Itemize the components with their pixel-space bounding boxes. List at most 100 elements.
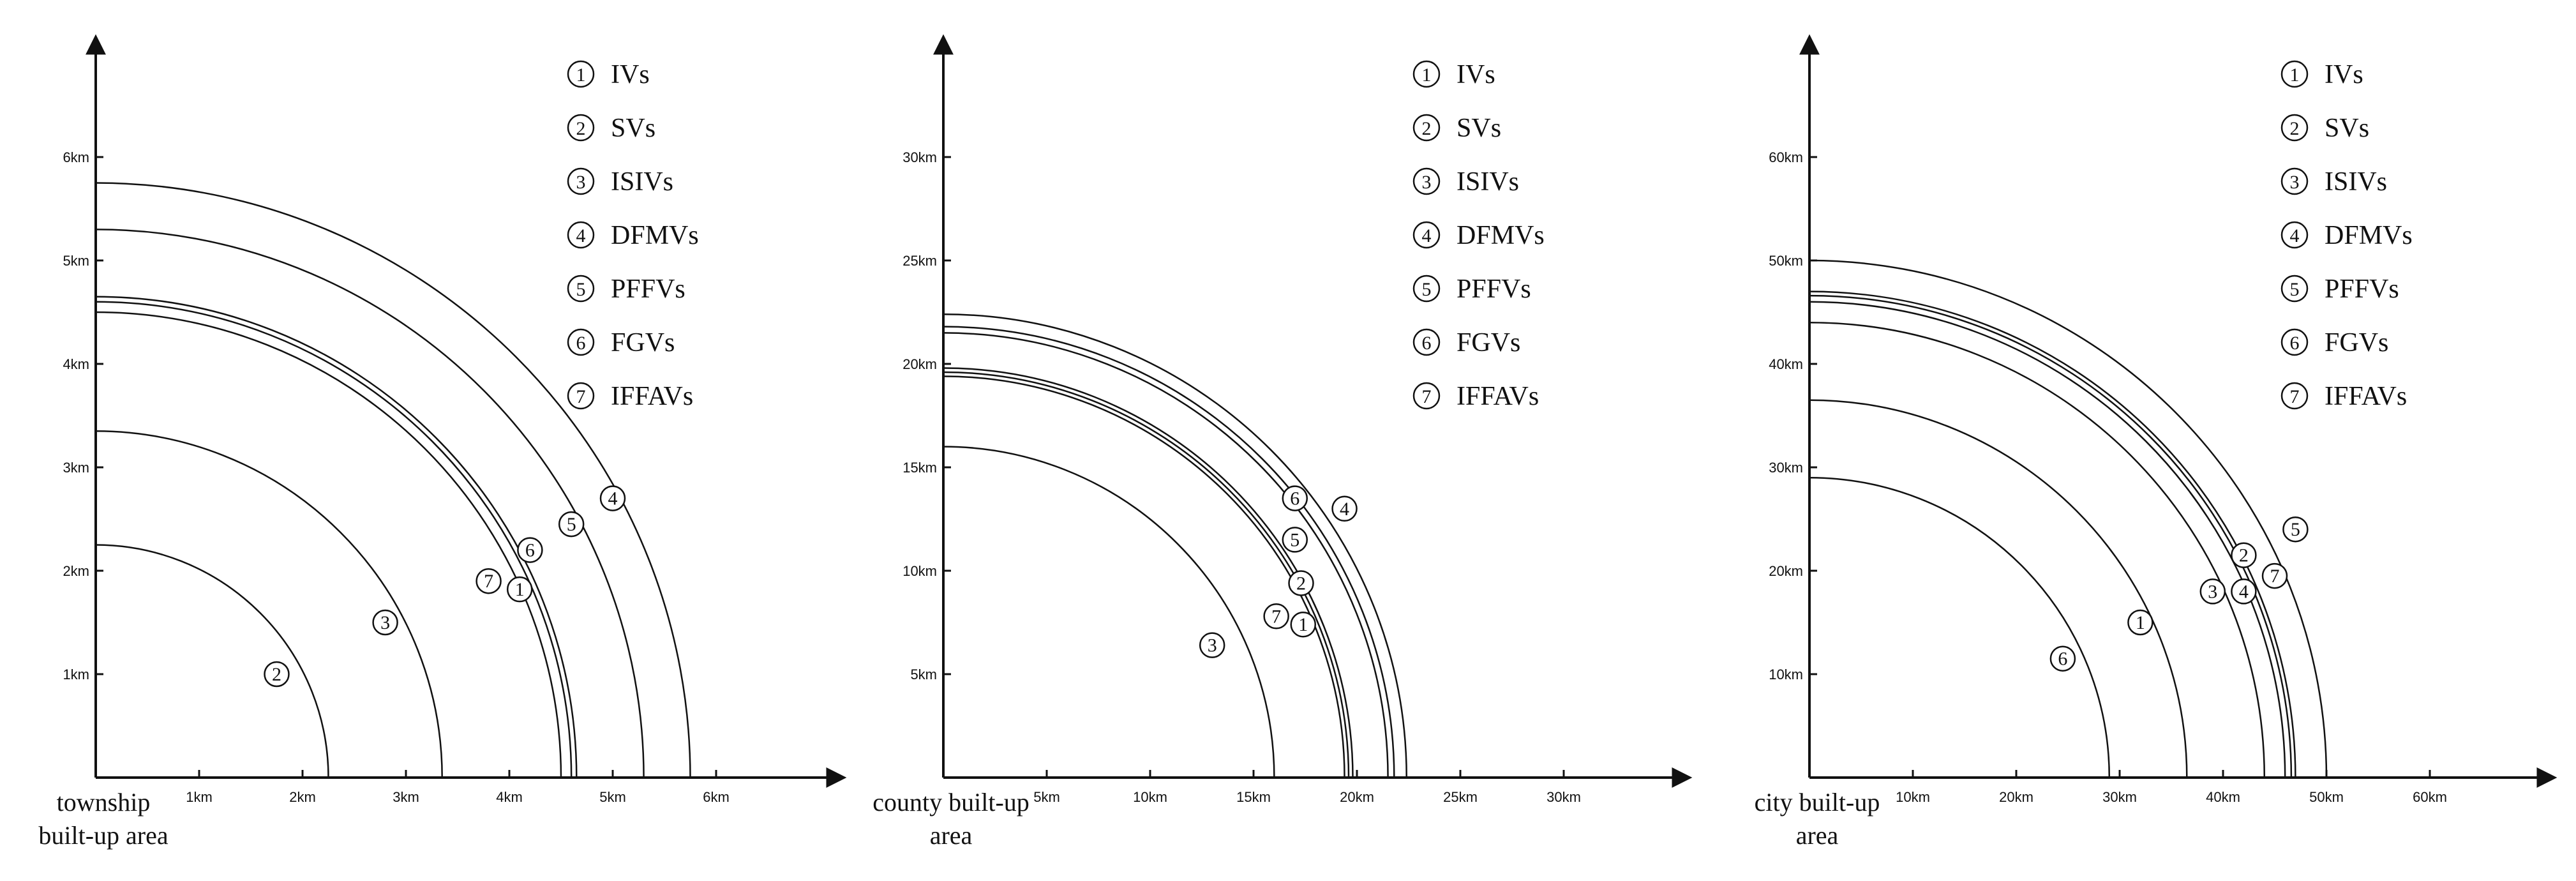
marker-label: 6 — [1290, 488, 1299, 509]
marker-circle — [1282, 527, 1308, 553]
marker-circle — [1199, 632, 1225, 658]
marker-label: 7 — [484, 571, 493, 592]
x-tick-label: 5km — [1033, 789, 1060, 805]
marker-circle — [2282, 516, 2309, 543]
x-tick-label: 3km — [393, 789, 419, 805]
arc-marker: 4 — [1331, 495, 1358, 522]
legend-entry: 5 PFFVs — [567, 275, 685, 304]
township-panel: 1km 2km 3km 4km 5km 6km 1km 2km 3km 4km 5km 6km 2 3 7 1… — [38, 34, 847, 850]
marker-circle — [558, 511, 585, 538]
marker-circle — [599, 485, 626, 511]
x-tick-label: 20km — [1999, 789, 2033, 805]
legend-number: 4 — [576, 225, 586, 246]
marker-label: 5 — [1290, 529, 1299, 550]
y-tick-label: 30km — [902, 149, 937, 165]
legend-circle — [1412, 221, 1441, 249]
legend-entry: 1 IVs — [567, 60, 650, 89]
arc-marker: 1 — [1290, 611, 1317, 638]
marker-label: 4 — [608, 488, 618, 509]
legend-number: 7 — [1422, 386, 1432, 407]
x-tick-label: 60km — [2413, 789, 2447, 805]
legend-number: 1 — [2290, 64, 2300, 86]
legend-circle — [2280, 275, 2309, 303]
legend-number: 7 — [2290, 386, 2300, 407]
y-tick-label: 20km — [902, 356, 937, 372]
arc-marker: 6 — [517, 537, 543, 563]
range-arc — [95, 296, 578, 778]
legend-entry: 2 SVs — [567, 114, 655, 143]
county-panel: 5km 10km 15km 20km 25km 30km5km10km15km20km25… — [872, 34, 1693, 850]
legend-number: 7 — [576, 386, 586, 407]
marker-label: 6 — [2058, 649, 2067, 670]
legend-number: 4 — [2290, 225, 2300, 246]
marker-circle — [506, 576, 533, 603]
y-tick-label: 1km — [63, 666, 89, 682]
y-tick-label: 25km — [902, 253, 937, 269]
x-tick-label: 30km — [1546, 789, 1581, 805]
legend-number: 2 — [1422, 118, 1432, 139]
legend-circle — [1412, 328, 1441, 356]
x-tick-label: 2km — [289, 789, 316, 805]
legend-entry: 7 IFFAVs — [567, 382, 693, 411]
x-tick-label: 50km — [2309, 789, 2344, 805]
legend-circle — [1412, 275, 1441, 303]
legend-label: ISIVs — [611, 167, 673, 197]
x-tick-label: 20km — [1340, 789, 1374, 805]
range-arc — [943, 446, 1275, 778]
legend-entry: 7 IFFAVs — [1412, 382, 1539, 411]
marker-circle — [2127, 609, 2153, 636]
marker-label: 7 — [1271, 606, 1281, 627]
legend-label: SVs — [1456, 114, 1501, 143]
y-tick-label: 4km — [63, 356, 89, 372]
legend-entry: 4 DFMVs — [567, 221, 699, 250]
legend-circle — [2280, 382, 2309, 410]
marker-label: 2 — [1296, 573, 1306, 594]
arc-marker: 4 — [599, 485, 626, 511]
range-arc — [943, 367, 1354, 778]
range-arc — [943, 332, 1389, 778]
range-arc — [1809, 290, 2296, 778]
range-arc — [95, 229, 645, 778]
marker-circle — [2049, 645, 2076, 672]
legend-circle — [1412, 60, 1441, 88]
corner-label: county built-up — [872, 788, 1030, 817]
arc-marker: 3 — [1199, 632, 1225, 658]
arc-marker: 2 — [2231, 542, 2257, 568]
y-tick-label: 15km — [902, 460, 937, 476]
marker-label: 2 — [2239, 545, 2249, 566]
y-tick-label: 50km — [1769, 253, 1803, 269]
legend-circle — [567, 221, 595, 249]
legend-entry: 7 IFFAVs — [2280, 382, 2407, 411]
arc-marker: 6 — [1282, 485, 1308, 511]
range-arc — [95, 301, 573, 778]
marker-label: 6 — [525, 540, 535, 561]
y-tick-label: 5km — [910, 666, 937, 682]
range-arc — [943, 371, 1350, 778]
range-arc — [1809, 399, 2188, 778]
marker-label: 5 — [2291, 519, 2300, 540]
x-tick-label: 4km — [496, 789, 523, 805]
legend-label: IVs — [2325, 60, 2363, 89]
legend-circle — [1412, 167, 1441, 195]
legend-circle — [567, 167, 595, 195]
y-tick-label: 10km — [1769, 666, 1803, 682]
marker-circle — [517, 537, 543, 563]
arc-marker: 1 — [2127, 609, 2153, 636]
legend-circle — [1412, 114, 1441, 142]
legend-entry: 1 IVs — [2280, 60, 2363, 89]
legend-label: PFFVs — [1456, 275, 1531, 304]
y-tick-label: 30km — [1769, 460, 1803, 476]
marker-label: 3 — [1208, 635, 1217, 656]
corner-label: township — [57, 788, 151, 817]
legend-number: 3 — [1422, 172, 1432, 193]
range-arc — [1809, 301, 2286, 778]
arc-marker: 7 — [2261, 562, 2288, 589]
legend-number: 5 — [576, 279, 586, 300]
range-arc — [1809, 294, 2293, 778]
marker-circle — [264, 661, 290, 688]
x-tick-label: 15km — [1236, 789, 1271, 805]
corner-label: built-up area — [38, 821, 168, 850]
legend-number: 1 — [576, 64, 586, 86]
y-tick-label: 20km — [1769, 563, 1803, 579]
y-tick-label: 5km — [63, 253, 89, 269]
